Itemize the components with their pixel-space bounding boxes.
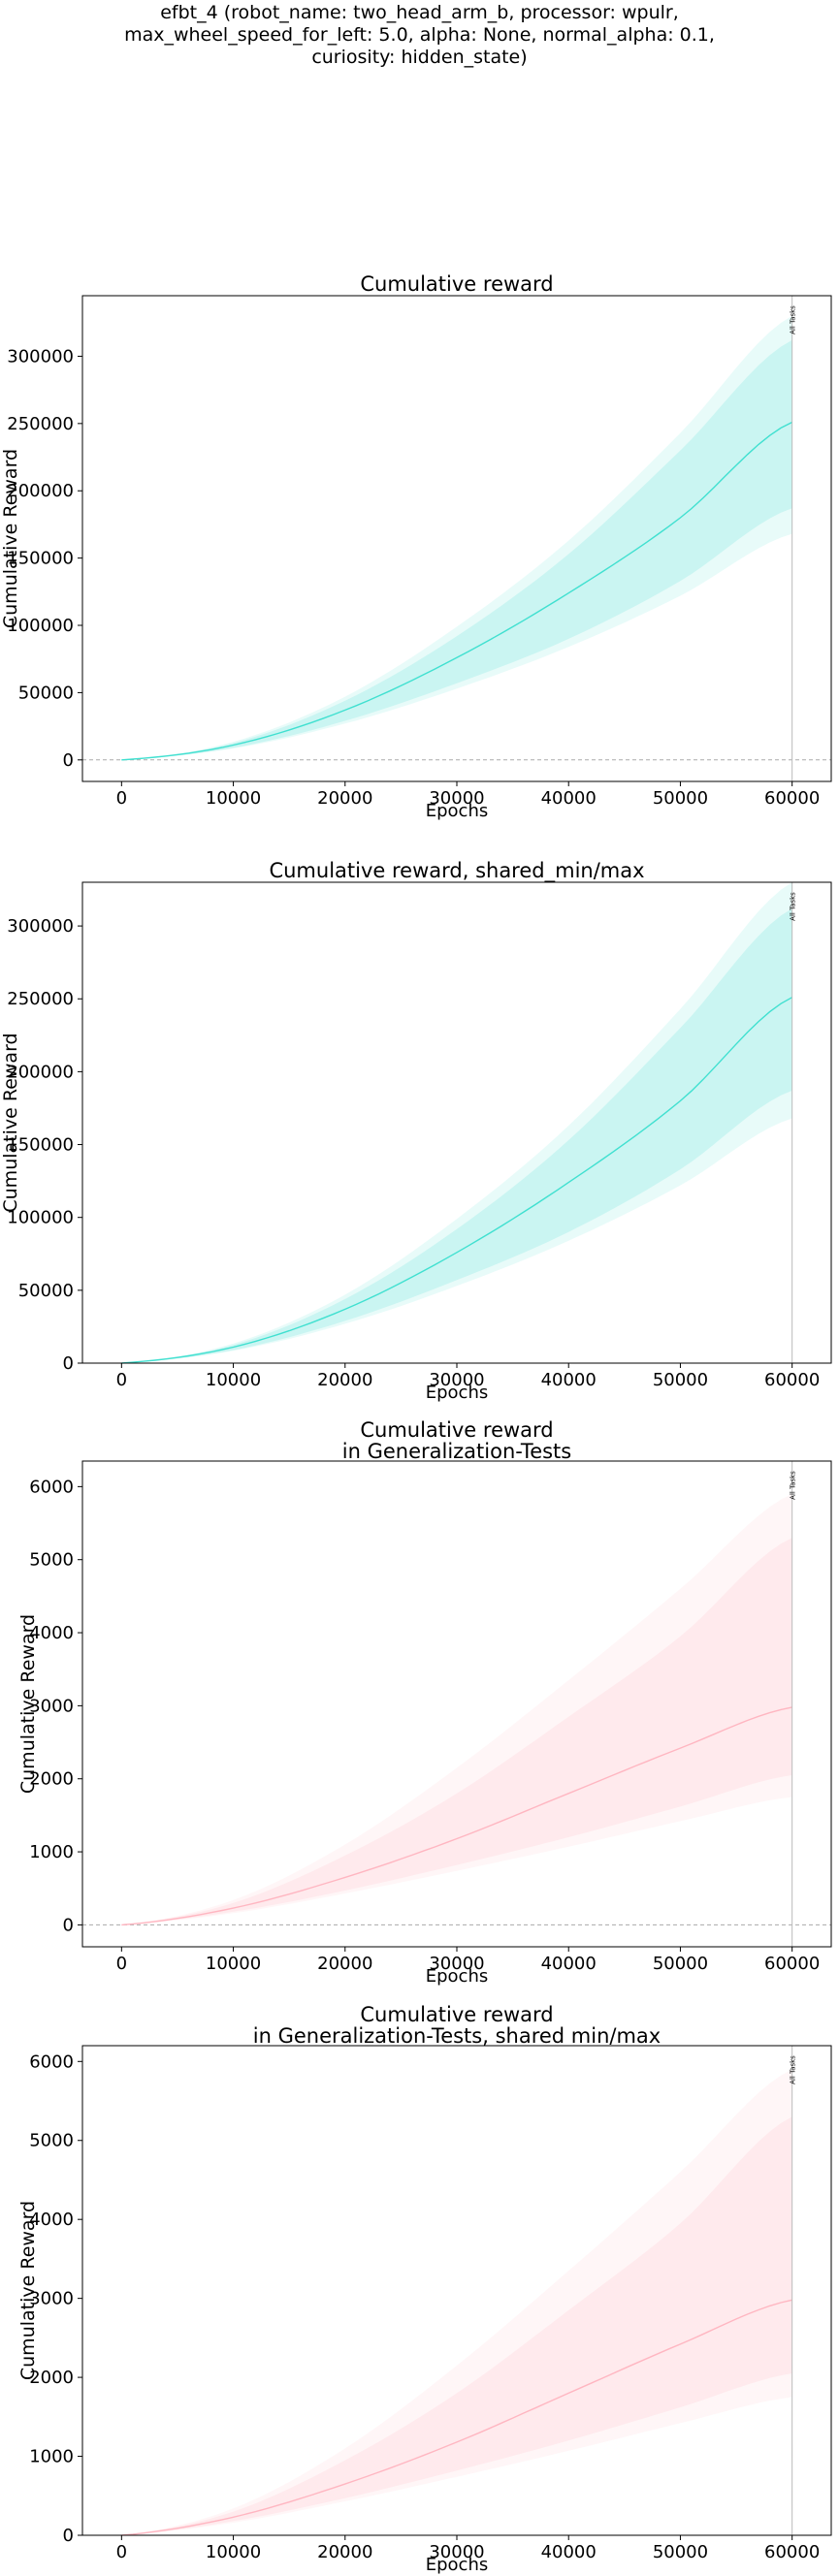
mean-line	[121, 421, 793, 761]
y-axis-label: Cumulative Reward	[0, 449, 21, 628]
y-tick-label: 3000	[29, 2289, 74, 2309]
x-tick-label: 0	[116, 1954, 127, 1974]
x-tick-label: 60000	[764, 2542, 820, 2562]
band-inner	[121, 1538, 792, 1925]
band-inner	[121, 339, 792, 760]
y-axis-label: Cumulative Reward	[0, 1033, 21, 1212]
x-axis-label: Epochs	[426, 801, 489, 821]
y-tick-label: 100000	[7, 616, 74, 636]
band-inner	[121, 2116, 792, 2535]
x-tick-label: 50000	[653, 2542, 708, 2562]
x-tick-label: 10000	[206, 1954, 261, 1974]
y-tick-label: 250000	[7, 414, 74, 434]
y-tick-label: 5000	[29, 2131, 74, 2151]
y-tick-label: 0	[63, 1353, 74, 1374]
y-tick-label: 4000	[29, 1623, 74, 1643]
y-tick-label: 1000	[29, 2447, 74, 2467]
x-tick-label: 40000	[541, 788, 597, 809]
y-axis-label: Cumulative Reward	[17, 2201, 39, 2380]
x-axis-label: Epochs	[426, 1966, 489, 1987]
band-outer	[121, 1493, 792, 1925]
x-tick-label: 10000	[206, 788, 261, 809]
y-tick-label: 4000	[29, 2210, 74, 2230]
x-tick-label: 50000	[653, 788, 708, 809]
x-tick-label: 40000	[541, 1954, 597, 1974]
x-tick-label: 20000	[317, 1954, 372, 1974]
x-tick-label: 30000	[429, 1954, 484, 1974]
y-tick-label: 150000	[7, 1135, 74, 1156]
chart-title: in Generalization-Tests, shared min/max	[253, 2024, 661, 2048]
x-tick-label: 20000	[317, 1370, 372, 1390]
y-tick-label: 50000	[18, 1281, 74, 1301]
vline-label: All Tasks	[790, 305, 797, 334]
y-tick-label: 0	[63, 2526, 74, 2546]
band-outer	[121, 2069, 792, 2535]
x-tick-label: 60000	[764, 1954, 820, 1974]
band-outer	[121, 882, 792, 1363]
x-tick-label: 50000	[653, 1370, 708, 1390]
y-tick-label: 200000	[7, 481, 74, 501]
y-axis-label: Cumulative Reward	[17, 1614, 39, 1794]
x-axis-label: Epochs	[426, 1383, 489, 1403]
y-tick-label: 0	[63, 1915, 74, 1935]
band-inner	[121, 908, 792, 1363]
vline-label: All Tasks	[790, 1471, 797, 1500]
x-axis-label: Epochs	[426, 2555, 489, 2575]
x-tick-label: 40000	[541, 2542, 597, 2562]
x-tick-label: 60000	[764, 1370, 820, 1390]
chart-title: Cumulative reward	[360, 1418, 553, 1442]
y-tick-label: 50000	[18, 683, 74, 703]
x-tick-label: 10000	[206, 1370, 261, 1390]
chart-cumulative-reward: All Tasks 0 10000 20000 30000 40000 50000 60000…	[0, 272, 832, 821]
y-tick-label: 2000	[29, 2368, 74, 2388]
x-tick-label: 50000	[653, 1954, 708, 1974]
y-tick-label: 0	[63, 750, 74, 771]
y-tick-label: 5000	[29, 1550, 74, 1571]
x-tick-label: 30000	[429, 2542, 484, 2562]
mean-line	[121, 997, 793, 1364]
x-tick-label: 0	[116, 2542, 127, 2562]
x-tick-label: 40000	[541, 1370, 597, 1390]
x-tick-label: 10000	[206, 2542, 261, 2562]
suptitle-line-2: max_wheel_speed_for_left: 5.0, alpha: No…	[124, 24, 715, 46]
y-tick-label: 300000	[7, 916, 74, 937]
vline-label: All Tasks	[790, 2055, 797, 2084]
x-tick-label: 30000	[429, 788, 484, 809]
mean-line	[121, 1706, 792, 1926]
chart-title: in Generalization-Tests	[342, 1440, 571, 1463]
y-tick-label: 100000	[7, 1208, 74, 1228]
y-tick-label: 1000	[29, 1842, 74, 1862]
mean-line	[121, 2299, 792, 2536]
x-tick-label: 60000	[764, 788, 820, 809]
y-tick-label: 2000	[29, 1769, 74, 1790]
chart-title: Cumulative reward, shared_min/max	[269, 859, 644, 883]
x-tick-label: 0	[116, 788, 127, 809]
x-tick-label: 20000	[317, 2542, 372, 2562]
x-tick-label: 20000	[317, 788, 372, 809]
suptitle-line-1: efbt_4 (robot_name: two_head_arm_b, proc…	[160, 2, 679, 23]
y-tick-label: 250000	[7, 989, 74, 1009]
band-outer	[121, 315, 792, 760]
y-tick-label: 6000	[29, 1477, 74, 1497]
chart-title: Cumulative reward	[360, 272, 553, 296]
x-tick-label: 30000	[429, 1370, 484, 1390]
y-tick-label: 3000	[29, 1696, 74, 1716]
y-tick-label: 150000	[7, 549, 74, 569]
figure-suptitle: efbt_4 (robot_name: two_head_arm_b, proc…	[0, 0, 839, 69]
chart-title: Cumulative reward	[360, 2003, 553, 2026]
y-tick-label: 200000	[7, 1062, 74, 1082]
vline-label: All Tasks	[790, 892, 797, 921]
suptitle-line-3: curiosity: hidden_state)	[311, 47, 528, 68]
y-tick-label: 300000	[7, 346, 74, 366]
y-tick-label: 6000	[29, 2051, 74, 2072]
chart-cumulative-reward-shared: All Tasks 0 10000 20000 30000 40000 50000 60000…	[0, 859, 832, 1403]
x-tick-label: 0	[116, 1370, 127, 1390]
